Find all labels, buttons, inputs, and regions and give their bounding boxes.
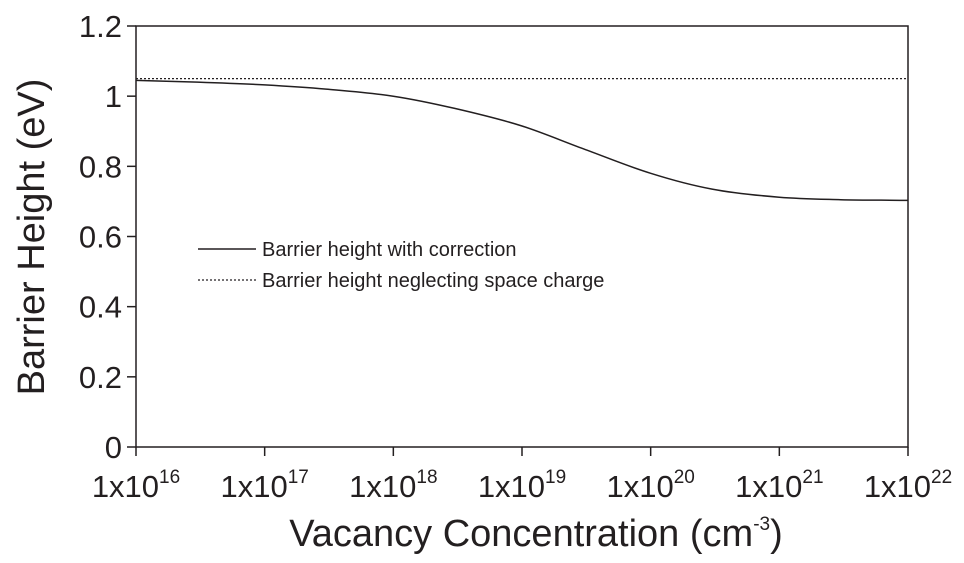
x-axis-title-main: Vacancy Concentration (cm xyxy=(289,513,753,555)
legend: Barrier height with correction Barrier he… xyxy=(198,239,604,292)
y-axis-title: Barrier Height (eV) xyxy=(11,79,53,396)
x-tick-label: 1x1017 xyxy=(220,467,308,504)
x-tick-label: 1x1022 xyxy=(864,467,952,504)
x-tick-label: 1x1021 xyxy=(735,467,823,504)
x-tick-label: 1x1019 xyxy=(478,467,566,504)
axes: 0 0.2 0.4 0.6 0.8 1 1.2 1x1016 1x1017 1x1018 1x101… xyxy=(79,9,952,504)
legend-label: Barrier height neglecting space charge xyxy=(262,270,604,292)
x-axis-title: Vacancy Concentration (cm-3) xyxy=(289,513,783,555)
x-tick-label: 1x1020 xyxy=(606,467,694,504)
x-axis-title-suffix: ) xyxy=(770,513,783,555)
series-layer xyxy=(135,78,909,202)
y-tick-label: 0 xyxy=(105,430,122,465)
y-tick-label: 1.2 xyxy=(79,9,122,44)
x-axis-title-superscript: -3 xyxy=(753,514,770,535)
x-tick-label: 1x1016 xyxy=(92,467,180,504)
y-tick-label: 0.8 xyxy=(79,149,122,184)
y-tick-label: 1 xyxy=(105,79,122,114)
series-line-with-correction xyxy=(135,79,909,202)
y-tick-label: 0.4 xyxy=(79,290,122,325)
x-tick-label: 1x1018 xyxy=(349,467,437,504)
plot-frame xyxy=(135,25,909,448)
y-tick-label: 0.2 xyxy=(79,360,122,395)
y-tick-label: 0.6 xyxy=(79,220,122,255)
legend-label: Barrier height with correction xyxy=(262,239,517,261)
